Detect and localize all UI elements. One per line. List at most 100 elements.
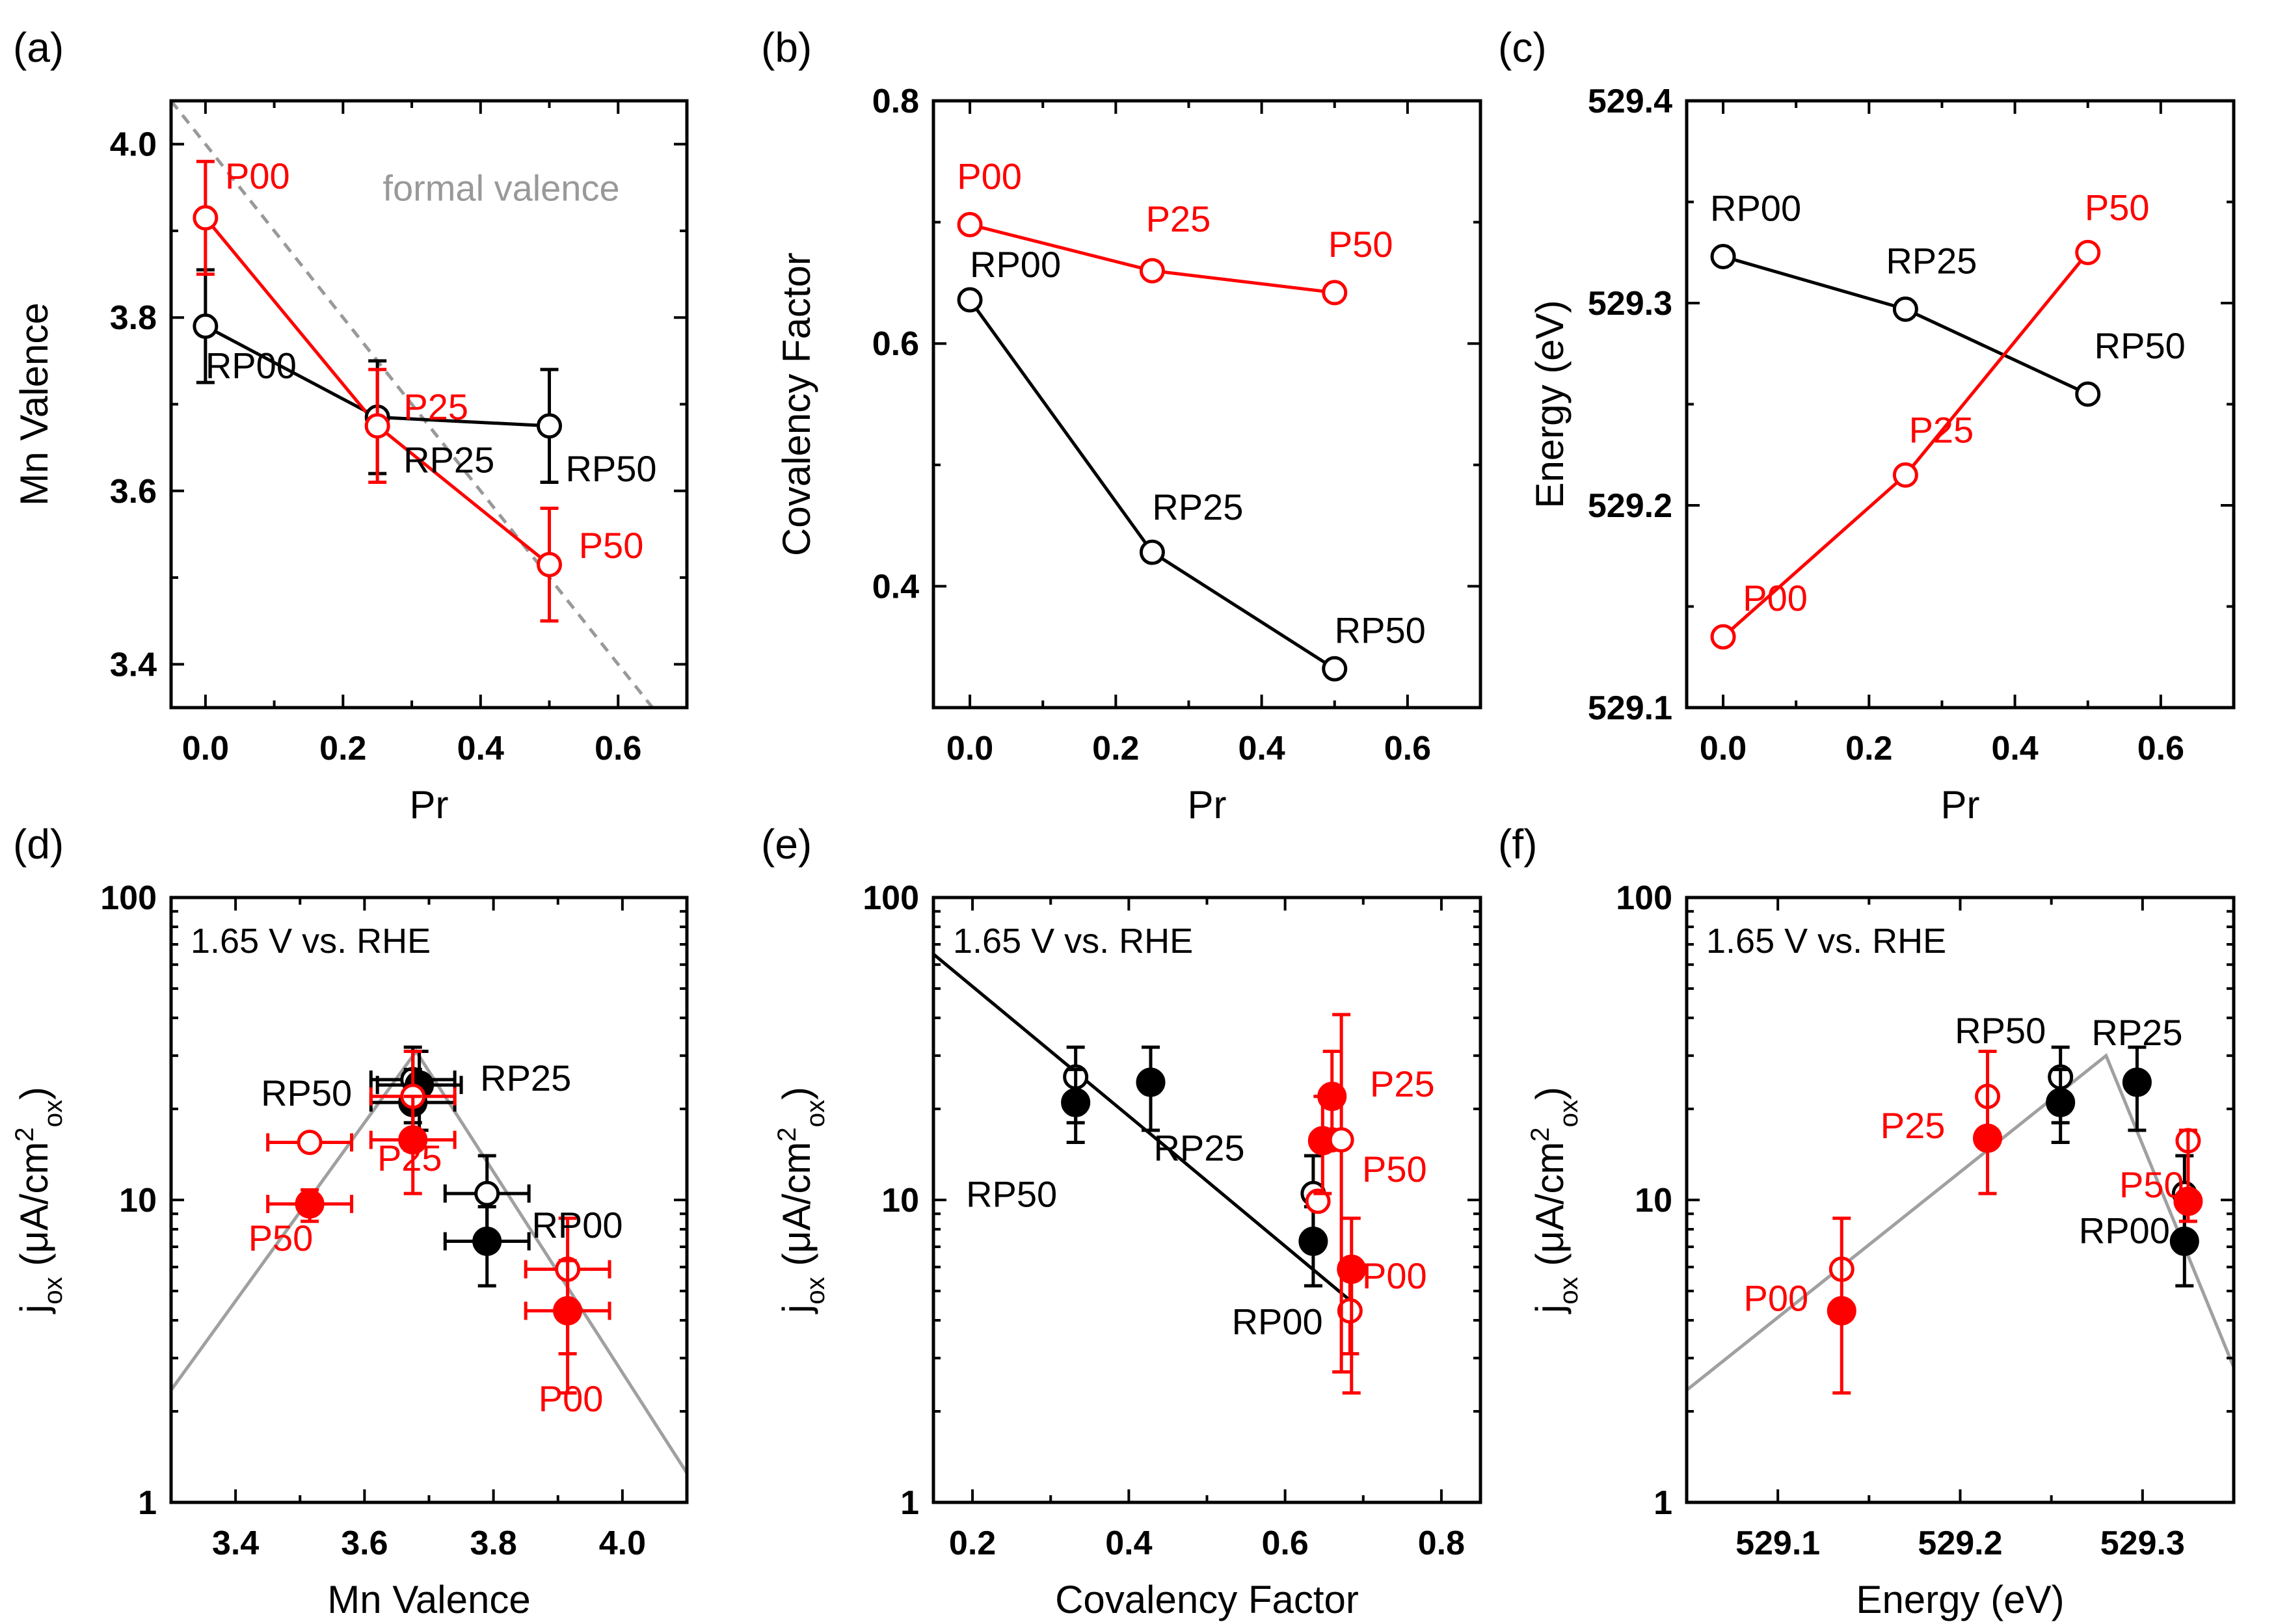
point-label-rp25: RP25: [1152, 486, 1243, 527]
panel-a: (a) 0.0 0.2 0.4 0.6 3.4 3.6 3.8 4.0 Pr Mn Valence f…: [12, 24, 689, 827]
x-tick-label: 529.2: [1918, 1524, 2002, 1562]
data-point-open: [1139, 258, 1165, 284]
y-axis-title-part: 2: [1526, 1127, 1555, 1141]
point-label-p00: P00: [539, 1378, 604, 1419]
x-axis-title: Mn Valence: [327, 1578, 530, 1621]
x-tick-label: 0.4: [1991, 730, 2038, 767]
data-point-filled: [1317, 1082, 1347, 1112]
plot-area: [1687, 1045, 2234, 1395]
data-point-filled: [1337, 1255, 1367, 1285]
data-point-filled: [472, 1227, 502, 1257]
point-label-p25: P25: [1146, 198, 1211, 239]
x-tick-label: 0.6: [595, 730, 641, 767]
point-label-rp50: RP50: [565, 448, 656, 489]
y-axis-title-part: ): [12, 1087, 56, 1100]
y-axis-title-part: (μA/cm: [12, 1142, 56, 1277]
x-tick-label: 0.2: [1845, 730, 1892, 767]
condition-annotation: 1.65 V vs. RHE: [953, 922, 1193, 961]
panel-label: (c): [1498, 24, 1547, 71]
data-point-open: [193, 313, 219, 339]
y-tick-label: 529.3: [1588, 285, 1672, 323]
plot-frame: [1685, 896, 2236, 1504]
panel-b: (b) 0.0 0.2 0.4 0.6 0.4 0.6 0.8 Pr Covalency Fact…: [761, 24, 1482, 827]
x-axis-title: Energy (eV): [1856, 1578, 2064, 1621]
y-tick-label: 1: [138, 1484, 157, 1522]
y-axis-title: jox (μA/cm2ox): [1526, 1087, 1583, 1314]
y-axis-title-part: ox: [1555, 1277, 1583, 1304]
data-point-open: [957, 211, 983, 237]
point-label-p50: P50: [2085, 187, 2150, 228]
point-label-rp50: RP50: [966, 1173, 1057, 1214]
point-label-p50: P50: [579, 525, 644, 566]
data-point-open: [1710, 624, 1736, 650]
x-axis-title: Pr: [1941, 783, 1980, 827]
x-axis-title: Pr: [1188, 783, 1227, 827]
y-tick-label: 0.8: [872, 83, 919, 120]
plot-area: [171, 101, 654, 708]
data-point-open: [537, 552, 563, 578]
y-tick-label: 10: [119, 1182, 157, 1219]
y-tick-label: 10: [881, 1182, 919, 1219]
point-label-rp50: RP50: [1955, 1010, 2046, 1051]
panel-c: (c) 0.0 0.2 0.4 0.6 529.1 529.2 529.3 529.4 Pr Ene…: [1498, 24, 2236, 827]
data-point-filled: [295, 1189, 325, 1219]
data-point-open: [1305, 1188, 1331, 1214]
y-tick-label: 3.6: [110, 473, 157, 511]
y-tick-label: 100: [1616, 879, 1672, 917]
point-label-rp00: RP00: [2079, 1210, 2170, 1251]
x-tick-label: 0.6: [1261, 1524, 1308, 1562]
condition-annotation: 1.65 V vs. RHE: [1706, 922, 1946, 961]
x-tick-label: 0.0: [182, 730, 229, 767]
point-label-p25: P25: [1909, 409, 1974, 450]
panel-label: (e): [761, 821, 812, 868]
y-axis-title: Mn Valence: [12, 302, 56, 505]
data-point-open: [297, 1129, 323, 1155]
point-label-rp50: RP50: [1335, 609, 1426, 650]
point-label-rp25: RP25: [1153, 1127, 1244, 1168]
y-axis-title-part: ox: [1555, 1100, 1583, 1127]
trend-line: [933, 953, 1357, 1307]
x-tick-label: 3.8: [470, 1524, 516, 1562]
y-tick-label: 10: [1635, 1182, 1672, 1219]
data-point-open: [1322, 280, 1348, 306]
point-label-p25: P25: [1370, 1063, 1435, 1104]
formal-valence-label: formal valence: [382, 167, 619, 208]
point-label-rp00: RP00: [531, 1205, 623, 1245]
data-point-open: [1892, 462, 1918, 488]
panel-label: (f): [1498, 821, 1537, 868]
data-point-open: [1710, 243, 1736, 269]
point-label-p25: P25: [1881, 1105, 1946, 1146]
y-axis-title-part: ox: [39, 1277, 68, 1304]
data-point-open: [1328, 1127, 1354, 1153]
data-point-open: [1322, 656, 1348, 682]
plot-frame: [931, 896, 1482, 1504]
data-point-filled: [2173, 1186, 2203, 1216]
point-label-p00: P00: [1744, 1277, 1809, 1318]
y-axis-title: jox (μA/cm2ox): [773, 1087, 830, 1314]
point-label-p50: P50: [2119, 1164, 2184, 1205]
point-label-p00: P00: [1362, 1255, 1427, 1296]
y-axis-title-part: j: [1528, 1305, 1572, 1314]
x-tick-label: 0.0: [946, 730, 993, 767]
plot-frame: [1685, 99, 2236, 710]
y-axis-title-part: 2: [773, 1127, 801, 1141]
x-tick-label: 0.2: [949, 1524, 996, 1562]
data-point-filled: [398, 1125, 428, 1155]
plot-frame: [169, 896, 689, 1504]
panel-label: (d): [13, 821, 64, 868]
data-point-open: [537, 413, 563, 439]
x-tick-label: 0.2: [319, 730, 366, 767]
y-axis-title: Energy (eV): [1528, 300, 1572, 508]
trend-line: [1687, 1053, 2234, 1392]
y-axis-title: Covalency Factor: [775, 252, 818, 556]
point-label-p25: P25: [403, 386, 468, 427]
plot-area: [171, 1045, 687, 1474]
data-point-open: [2075, 239, 2101, 265]
x-tick-label: 3.4: [212, 1524, 259, 1562]
condition-annotation: 1.65 V vs. RHE: [191, 922, 431, 961]
y-tick-label: 100: [863, 879, 919, 917]
point-label-rp00: RP00: [206, 345, 297, 386]
point-label-rp25: RP25: [1886, 240, 1977, 281]
